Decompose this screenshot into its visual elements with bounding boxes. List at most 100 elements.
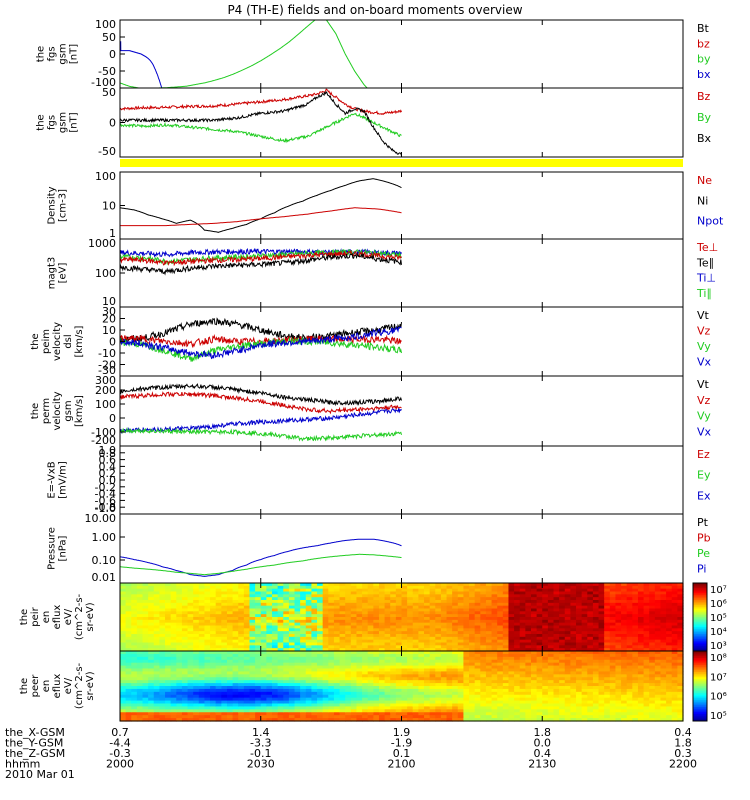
spectrogram-cell	[170, 683, 177, 687]
spectrogram-cell	[148, 715, 155, 719]
spectrogram-cell	[469, 634, 476, 638]
spectrogram-cell	[378, 614, 386, 618]
spectrogram-cell	[317, 674, 324, 678]
y-axis-label: [cm-3]	[58, 189, 69, 222]
legend-entry: Pi	[697, 563, 706, 576]
spectrogram-cell	[272, 686, 279, 690]
spectrogram-cell	[165, 700, 172, 705]
spectrogram-cell	[322, 674, 329, 678]
y-axis-label: dsl	[63, 334, 74, 348]
spectrogram-cell	[463, 645, 470, 649]
spectrogram-cell	[193, 665, 200, 670]
spectrogram-cell	[362, 631, 369, 635]
spectrogram-cell	[632, 585, 639, 590]
spectrogram-cell	[367, 656, 374, 661]
spectrogram-cell	[198, 653, 206, 658]
spectrogram-cell	[288, 674, 296, 678]
spectrogram-cell	[395, 585, 403, 590]
spectrogram-cell	[249, 651, 256, 655]
spectrogram-cell	[249, 634, 256, 638]
spectrogram-cell	[424, 628, 431, 632]
spectrogram-cell	[181, 628, 189, 632]
spectrogram-cell	[204, 694, 211, 699]
spectrogram-cell	[226, 691, 234, 696]
spectrogram-cell	[491, 651, 498, 655]
spectrogram-cell	[142, 642, 149, 646]
spectrogram-cell	[131, 591, 138, 595]
spectrogram-cell	[255, 686, 262, 690]
spectrogram-cell	[153, 677, 161, 681]
spectrogram-cell	[266, 619, 273, 624]
spectrogram-cell	[193, 703, 200, 708]
spectrogram-cell	[440, 645, 448, 649]
spectrogram-cell	[283, 617, 290, 621]
spectrogram-cell	[457, 656, 465, 661]
y-axis-label: [nT]	[69, 112, 80, 132]
spectrogram-cell	[317, 677, 324, 681]
spectrogram-cell	[559, 715, 566, 719]
spectrogram-cell	[457, 703, 465, 708]
spectrogram-cell	[120, 694, 127, 699]
spectrogram-cell	[305, 605, 313, 610]
spectrogram-cell	[378, 659, 386, 664]
spectrogram-cell	[553, 668, 560, 673]
spectrogram-cell	[508, 662, 515, 667]
spectrogram-cell	[621, 594, 628, 598]
spectrogram-cell	[232, 625, 239, 629]
spectrogram-cell	[317, 614, 324, 618]
spectrogram-cell	[615, 588, 622, 593]
spectrogram-cell	[626, 648, 633, 652]
y-axis-label: [nT]	[69, 44, 80, 64]
spectrogram-cell	[249, 700, 256, 705]
spectrogram-cell	[666, 591, 673, 595]
spectrogram-cell	[215, 602, 222, 607]
spectrogram-cell	[418, 648, 425, 652]
spectrogram-cell	[514, 617, 521, 621]
spectrogram-cell	[570, 706, 577, 710]
spectrogram-cell	[581, 619, 588, 624]
spectrogram-cell	[305, 625, 313, 629]
spectrogram-cell	[542, 611, 549, 615]
spectrogram-cell	[333, 656, 341, 661]
spectrogram-cell	[294, 662, 301, 667]
spectrogram-cell	[609, 631, 617, 635]
spectrogram-cell	[469, 691, 476, 696]
spectrogram-cell	[576, 686, 583, 690]
spectrogram-cell	[429, 671, 436, 675]
spectrogram-cell	[193, 614, 200, 618]
spectrogram-cell	[626, 642, 633, 646]
spectrogram-cell	[671, 583, 678, 587]
spectrogram-cell	[587, 718, 594, 722]
spectrogram-cell	[547, 653, 555, 658]
spectrogram-cell	[671, 608, 678, 612]
spectrogram-cell	[300, 688, 307, 693]
spectrogram-cell	[322, 585, 329, 590]
spectrogram-cell	[165, 583, 172, 587]
spectrogram-cell	[435, 683, 442, 687]
spectrogram-cell	[626, 700, 633, 705]
spectrogram-cell	[165, 600, 172, 604]
spectrogram-cell	[260, 651, 267, 655]
spectrogram-cell	[305, 622, 313, 627]
spectrogram-cell	[564, 700, 571, 705]
spectrogram-cell	[131, 709, 138, 713]
spectrogram-cell	[255, 631, 262, 635]
spectrogram-cell	[390, 659, 397, 664]
spectrogram-cell	[243, 697, 251, 702]
spectrogram-cell	[677, 636, 684, 641]
spectrogram-cell	[226, 645, 234, 649]
spectrogram-cell	[469, 683, 476, 687]
spectrogram-cell	[491, 597, 498, 601]
spectrogram-cell	[153, 700, 161, 705]
spectrogram-cell	[210, 686, 217, 690]
spectrogram-cell	[559, 617, 566, 621]
spectrogram-cell	[581, 594, 588, 598]
spectrogram-cell	[305, 653, 313, 658]
spectrogram-cell	[339, 636, 346, 641]
spectrogram-cell	[181, 706, 189, 710]
spectrogram-cell	[604, 686, 611, 690]
spectrogram-cell	[615, 622, 622, 627]
spectrogram-cell	[435, 636, 442, 641]
spectrogram-cell	[390, 622, 397, 627]
spectrogram-cell	[390, 631, 397, 635]
